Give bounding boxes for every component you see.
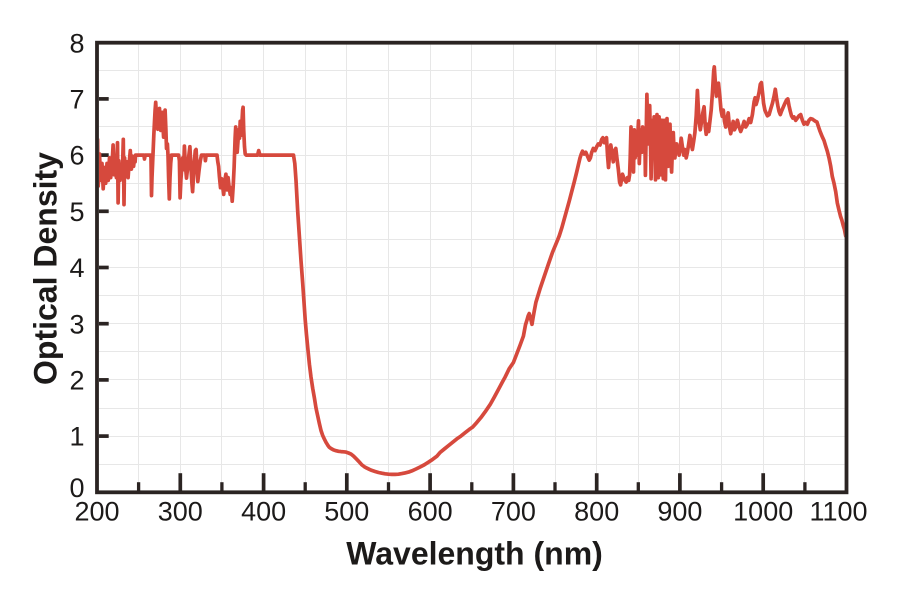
svg-text:5: 5	[69, 197, 84, 227]
svg-text:700: 700	[491, 497, 536, 527]
svg-text:8: 8	[69, 28, 84, 58]
svg-text:600: 600	[408, 497, 453, 527]
svg-text:800: 800	[574, 497, 619, 527]
svg-text:7: 7	[69, 85, 84, 115]
svg-text:400: 400	[241, 497, 286, 527]
svg-text:300: 300	[158, 497, 203, 527]
svg-text:Wavelength (nm): Wavelength (nm)	[346, 536, 603, 572]
svg-text:1: 1	[69, 422, 84, 452]
svg-text:500: 500	[324, 497, 369, 527]
svg-text:1100: 1100	[809, 497, 867, 527]
svg-text:Optical Density: Optical Density	[28, 152, 64, 385]
svg-text:1000: 1000	[733, 497, 793, 527]
svg-text:6: 6	[69, 141, 84, 171]
svg-text:900: 900	[657, 497, 702, 527]
svg-text:4: 4	[69, 253, 84, 283]
svg-text:2: 2	[69, 366, 84, 396]
svg-text:200: 200	[74, 497, 119, 527]
svg-text:0: 0	[69, 473, 84, 503]
svg-text:3: 3	[69, 309, 84, 339]
